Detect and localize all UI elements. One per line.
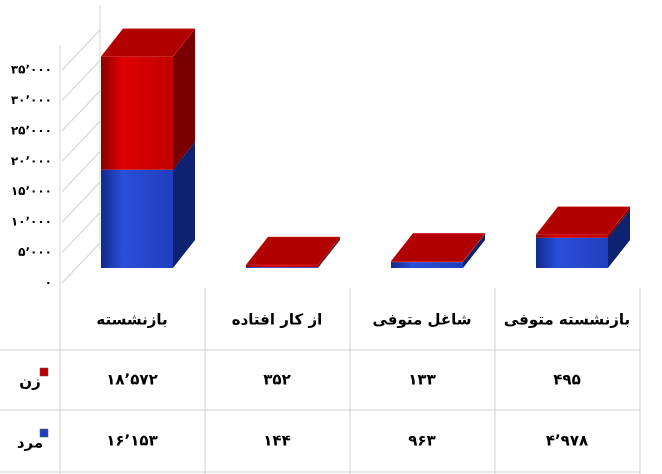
- bar: [391, 262, 463, 268]
- bar: [246, 264, 318, 268]
- bar: [101, 56, 173, 170]
- bar: [391, 261, 463, 263]
- bar-side: [318, 239, 340, 268]
- legend-key: [39, 428, 49, 438]
- y-tick-label: ۲۵٬۰۰۰: [11, 123, 52, 137]
- grid-line: [61, 60, 101, 101]
- bar-top: [390, 233, 486, 262]
- y-tick-label: ۲۰٬۰۰۰: [11, 154, 52, 168]
- grid-line: [61, 90, 101, 132]
- category-label: از کار افتاده: [232, 311, 322, 329]
- category-label: بازنشسته: [96, 311, 167, 329]
- table-value: ۱۸٬۵۷۲: [106, 371, 157, 389]
- bar-side: [173, 28, 195, 170]
- bar-top: [245, 236, 341, 266]
- table-value: ۱۳۳: [408, 371, 435, 389]
- bar-top: [535, 206, 631, 235]
- grid-line: [61, 181, 101, 223]
- legend-label: زن: [19, 373, 40, 391]
- bar: [536, 234, 608, 238]
- table-value: ۳۵۲: [263, 371, 290, 389]
- table-value: ۴۹۵: [553, 371, 580, 389]
- table-value: ۱۶٬۱۵۳: [106, 432, 157, 450]
- bar-top: [100, 28, 196, 57]
- grid-line: [61, 242, 101, 284]
- y-tick-label: ۵٬۰۰۰: [18, 245, 52, 259]
- grid-line: [61, 212, 101, 253]
- bar: [536, 237, 608, 268]
- bar: [101, 169, 173, 268]
- bar-side: [608, 206, 630, 238]
- grid-line: [61, 29, 101, 71]
- bar-side: [318, 236, 340, 268]
- category-label: شاغل متوفی: [372, 311, 471, 329]
- category-label: بازنشسته متوفی: [504, 311, 630, 329]
- y-tick-label: ۱۰٬۰۰۰: [11, 215, 52, 229]
- y-tick-label: ۳۰٬۰۰۰: [11, 93, 52, 107]
- bar-side: [463, 234, 485, 268]
- bar-side: [173, 141, 195, 268]
- bar-side: [608, 209, 630, 268]
- table-value: ۹۶۳: [408, 432, 435, 450]
- grid-line: [61, 151, 101, 193]
- table-value: ۴٬۹۷۸: [546, 432, 588, 450]
- grid-line: [61, 120, 101, 162]
- y-tick-label: ۳۵٬۰۰۰: [11, 63, 52, 77]
- data-table: [0, 288, 641, 474]
- y-tick-label: ۱۵٬۰۰۰: [11, 184, 52, 198]
- legend-key: [39, 367, 49, 377]
- bar: [246, 267, 318, 268]
- table-value: ۱۴۴: [263, 432, 290, 450]
- legend-label: مرد: [17, 434, 43, 452]
- y-tick-label: ۰: [45, 276, 52, 290]
